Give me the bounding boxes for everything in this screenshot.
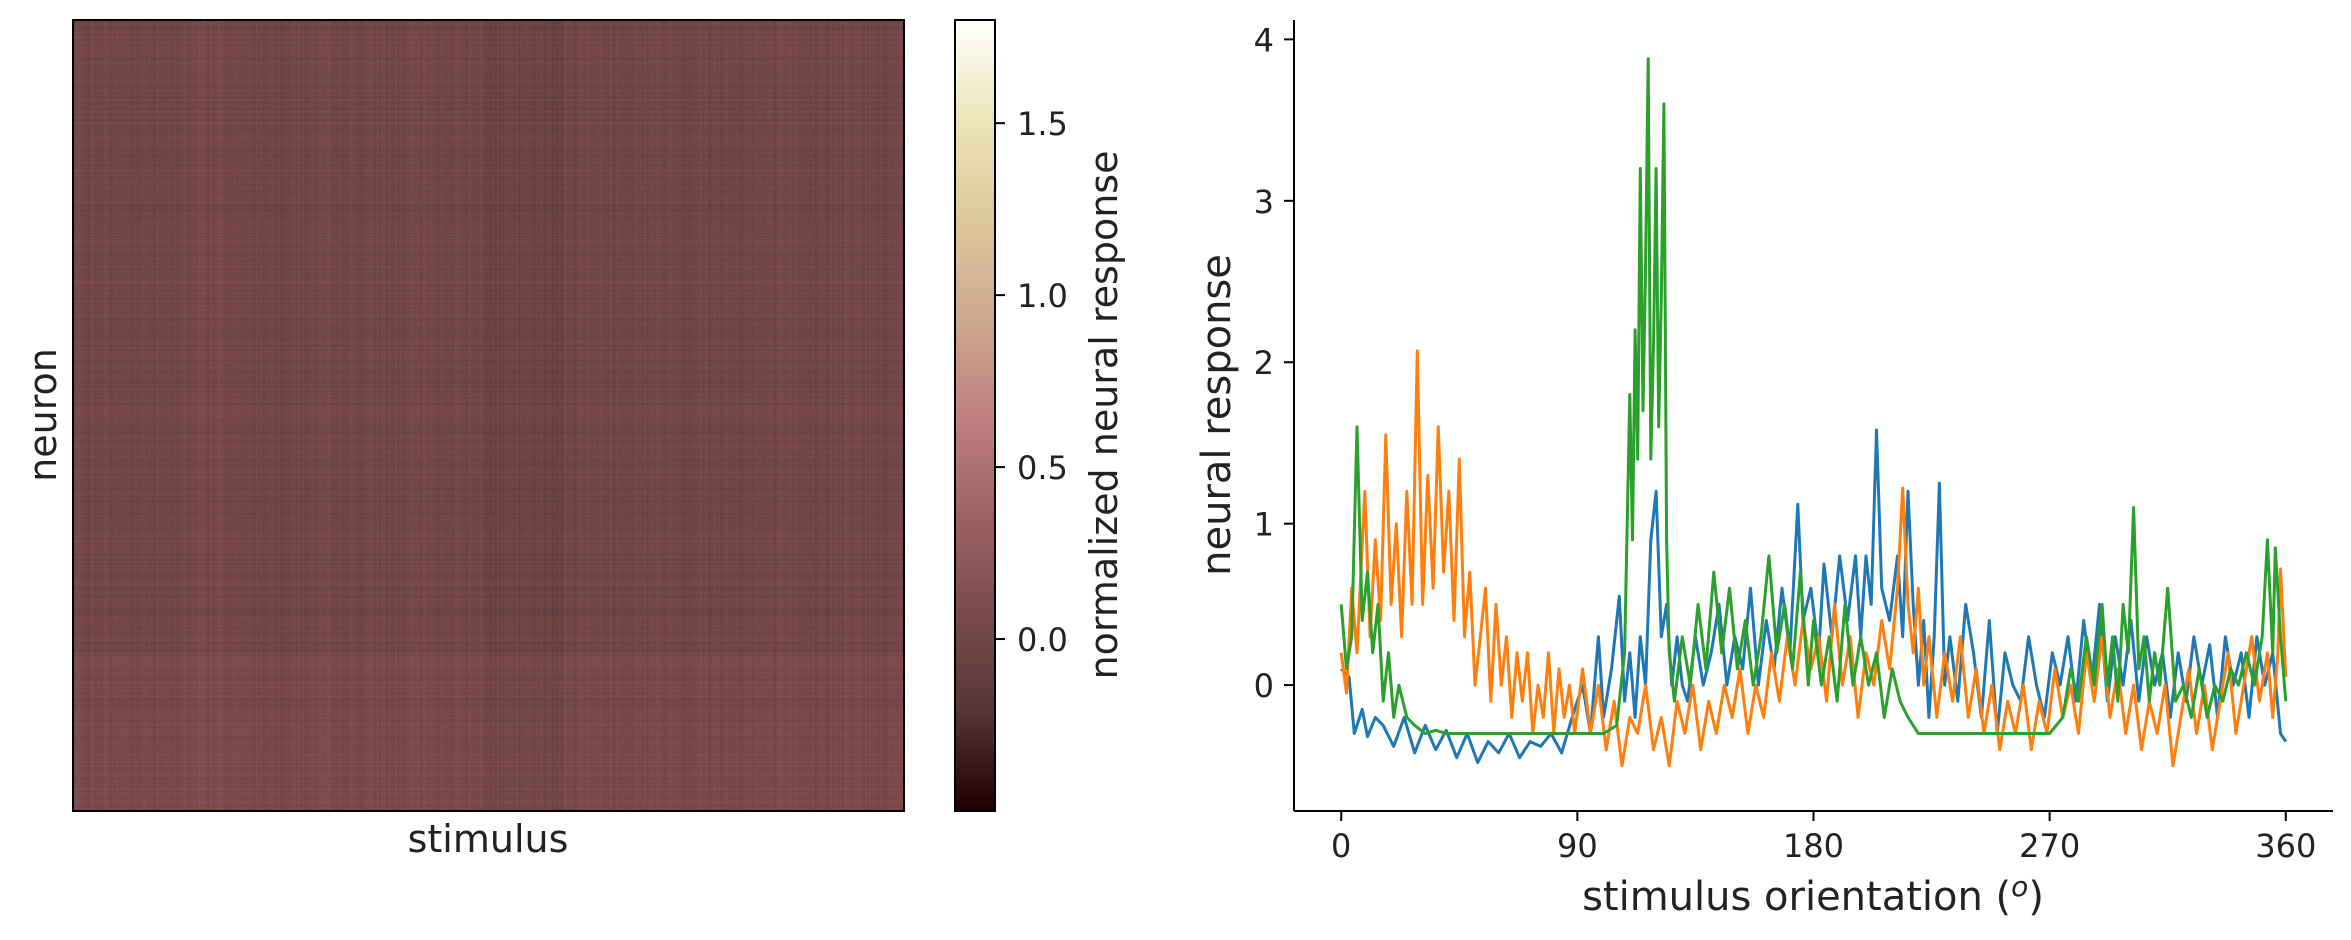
y-tick-label: 4	[1254, 21, 1274, 59]
y-tick-label: 1	[1254, 506, 1274, 544]
y-tick-label: 2	[1254, 344, 1274, 382]
colorbar-label: normalized neural response	[1082, 151, 1126, 680]
colorbar-tick-label: 0.0	[1017, 621, 1068, 659]
series-line-2	[1339, 349, 2288, 768]
heatmap-frame	[72, 19, 905, 812]
heatmap-ylabel: neuron	[21, 348, 65, 482]
x-tick-label: 270	[2019, 827, 2080, 865]
heatmap-xlabel: stimulus	[408, 817, 569, 861]
line-chart-ylabel: neural response	[1194, 254, 1240, 576]
heatmap-image	[73, 20, 904, 811]
colorbar-tick-label: 1.5	[1017, 105, 1068, 143]
colorbar-tick-label: 0.5	[1017, 449, 1068, 487]
y-tick-label: 0	[1254, 667, 1274, 705]
line-chart-y-ticks: 0 1 2 3 4	[1254, 21, 1294, 705]
x-tick-label: 180	[1783, 827, 1844, 865]
x-tick-label: 360	[2255, 827, 2316, 865]
xlabel-end: )	[2028, 874, 2044, 920]
y-tick-label: 3	[1254, 183, 1274, 221]
x-tick-label: 0	[1331, 827, 1351, 865]
colorbar-tick-label: 1.0	[1017, 277, 1068, 315]
line-chart-x-ticks: 0 90 180 270 360	[1331, 811, 2316, 865]
line-chart-xlabel: stimulus orientation (o)	[1582, 870, 2044, 920]
colorbar-frame	[954, 19, 996, 812]
xlabel-main: stimulus orientation (	[1582, 874, 2011, 920]
colorbar-gradient	[955, 20, 995, 811]
xlabel-sup: o	[2011, 870, 2028, 903]
series-line-1	[1340, 428, 2288, 765]
colorbar-ticks: 0.0 0.5 1.0 1.5	[995, 105, 1068, 659]
series-line-3	[1339, 57, 2288, 735]
line-chart-series	[1339, 57, 2288, 768]
x-tick-label: 90	[1557, 827, 1598, 865]
